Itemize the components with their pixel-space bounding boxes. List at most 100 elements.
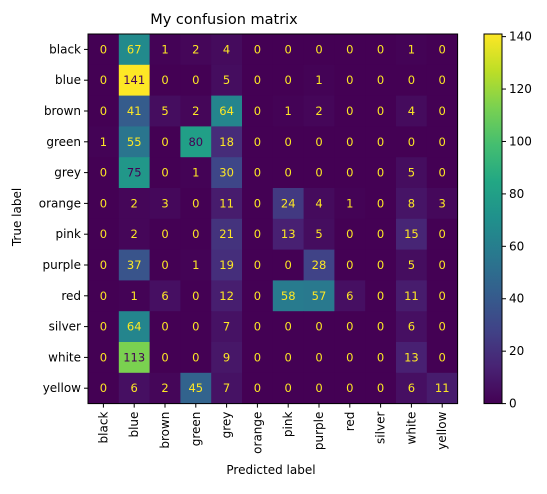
heatmap-cell bbox=[272, 249, 304, 281]
heatmap-cell bbox=[211, 249, 243, 281]
cell-value: 1 bbox=[192, 166, 199, 180]
heatmap-cell bbox=[242, 249, 274, 281]
heatmap-cell bbox=[426, 64, 458, 96]
heatmap-cell bbox=[334, 249, 366, 281]
colorbar-tick-label: 60 bbox=[509, 239, 524, 253]
cell-value: 12 bbox=[219, 289, 234, 303]
cell-value: 80 bbox=[188, 135, 203, 149]
cell-value-labels: 0 67 1 2 4 0 0 0 0 0 1 00 141 0 0 5 0 0 1 0 0 0 00 41 5 2 64 0 1 2 0 0 4… bbox=[100, 42, 450, 395]
cell-value: 0 bbox=[346, 320, 353, 334]
cell-value: 5 bbox=[223, 73, 230, 87]
cell-value: 0 bbox=[377, 381, 384, 395]
x-tick-label: purple bbox=[312, 412, 326, 451]
heatmap-cell bbox=[396, 34, 428, 66]
heatmap-cell bbox=[396, 188, 428, 220]
cell-value: 0 bbox=[439, 135, 446, 149]
cell-value: 1 bbox=[131, 289, 138, 303]
cell-value: 0 bbox=[439, 350, 446, 364]
heatmap-cell bbox=[272, 126, 304, 158]
cell-value: 0 bbox=[315, 381, 322, 395]
cell-value: 0 bbox=[377, 104, 384, 118]
cell-value: 0 bbox=[439, 289, 446, 303]
heatmap-cell bbox=[180, 311, 212, 343]
cell-value: 0 bbox=[285, 320, 292, 334]
colorbar-tick-label: 120 bbox=[509, 82, 532, 96]
heatmap-cell bbox=[303, 34, 335, 66]
cell-value: 0 bbox=[408, 73, 415, 87]
cell-value: 0 bbox=[285, 166, 292, 180]
heatmap-cell bbox=[149, 157, 181, 189]
heatmap-cell bbox=[180, 249, 212, 281]
cell-value: 55 bbox=[127, 135, 142, 149]
heatmap-cell bbox=[118, 280, 150, 312]
y-tick-label: purple bbox=[43, 258, 82, 272]
cell-value: 0 bbox=[100, 381, 107, 395]
cell-value: 64 bbox=[127, 320, 142, 334]
heatmap-cell bbox=[242, 95, 274, 127]
heatmap-cell bbox=[180, 342, 212, 374]
heatmap-cell bbox=[334, 372, 366, 404]
cell-value: 6 bbox=[161, 289, 168, 303]
cell-value: 5 bbox=[315, 227, 322, 241]
heatmap-cell bbox=[180, 157, 212, 189]
y-tick-label: green bbox=[46, 135, 81, 149]
cell-value: 4 bbox=[408, 104, 415, 118]
cell-value: 1 bbox=[315, 73, 322, 87]
heatmap-cell bbox=[272, 34, 304, 66]
heatmap-cell bbox=[242, 188, 274, 220]
heatmap-cell bbox=[365, 34, 397, 66]
x-tick-label: yellow bbox=[435, 411, 449, 449]
cell-value: 13 bbox=[404, 350, 419, 364]
heatmap-cell bbox=[211, 157, 243, 189]
cell-value: 0 bbox=[315, 166, 322, 180]
heatmap-cell bbox=[303, 280, 335, 312]
heatmap-cell bbox=[88, 64, 120, 96]
colorbar-tick-label: 80 bbox=[509, 187, 524, 201]
cell-value: 4 bbox=[315, 196, 322, 210]
y-tick-label: pink bbox=[55, 227, 81, 241]
cell-value: 19 bbox=[219, 258, 234, 272]
cell-value: 28 bbox=[312, 258, 327, 272]
x-tick-label: blue bbox=[127, 412, 141, 438]
heatmap-cell bbox=[118, 126, 150, 158]
heatmap-cell bbox=[118, 218, 150, 250]
heatmap-cell bbox=[118, 188, 150, 220]
heatmap-cell bbox=[180, 95, 212, 127]
cell-value: 0 bbox=[100, 350, 107, 364]
y-tick-label: yellow bbox=[43, 381, 81, 395]
heatmap-cell bbox=[88, 372, 120, 404]
heatmap-cell bbox=[88, 95, 120, 127]
cell-value: 2 bbox=[315, 104, 322, 118]
cell-value: 18 bbox=[219, 135, 234, 149]
x-tick-label: white bbox=[404, 412, 418, 445]
heatmap-cells bbox=[88, 34, 458, 404]
heatmap-cell bbox=[334, 311, 366, 343]
cell-value: 0 bbox=[377, 227, 384, 241]
heatmap-cell bbox=[211, 188, 243, 220]
heatmap-cell bbox=[88, 34, 120, 66]
cell-value: 7 bbox=[223, 381, 230, 395]
cell-value: 0 bbox=[285, 73, 292, 87]
x-axis-label: Predicted label bbox=[226, 463, 315, 477]
heatmap-cell bbox=[180, 34, 212, 66]
cell-value: 0 bbox=[439, 258, 446, 272]
heatmap-cell bbox=[118, 95, 150, 127]
heatmap-cell bbox=[149, 280, 181, 312]
heatmap-cell bbox=[426, 188, 458, 220]
cell-value: 0 bbox=[254, 381, 261, 395]
cell-value: 0 bbox=[192, 350, 199, 364]
heatmap-cell bbox=[211, 95, 243, 127]
cell-value: 67 bbox=[127, 42, 142, 56]
cell-value: 0 bbox=[377, 135, 384, 149]
heatmap-cell bbox=[149, 218, 181, 250]
cell-value: 1 bbox=[192, 258, 199, 272]
cell-value: 1 bbox=[346, 196, 353, 210]
cell-value: 0 bbox=[192, 320, 199, 334]
cell-value: 45 bbox=[188, 381, 203, 395]
cell-value: 5 bbox=[408, 166, 415, 180]
heatmap-cell bbox=[180, 64, 212, 96]
cell-value: 58 bbox=[281, 289, 296, 303]
heatmap-cell bbox=[272, 95, 304, 127]
cell-value: 1 bbox=[161, 42, 168, 56]
heatmap-cell bbox=[272, 218, 304, 250]
